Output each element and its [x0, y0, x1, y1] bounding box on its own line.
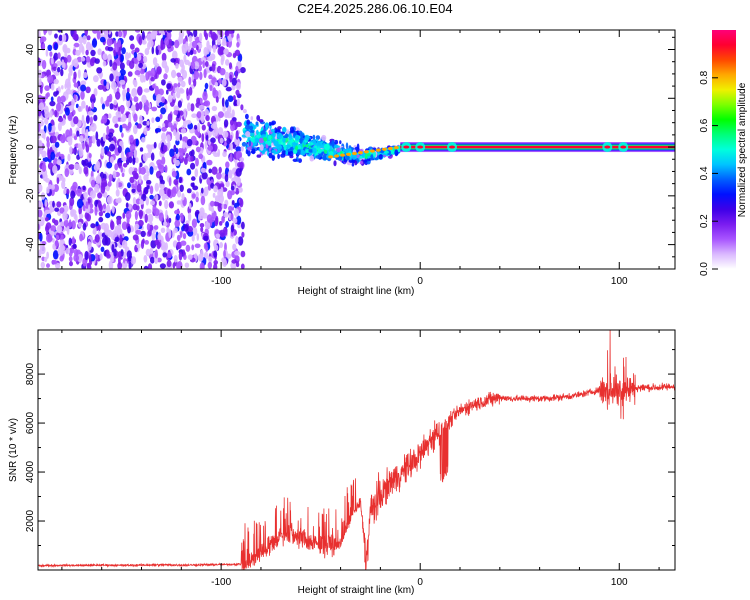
- x-tick-label: 0: [417, 577, 423, 588]
- carrier-approach: [328, 146, 399, 159]
- colorbar-gradient: [712, 30, 736, 269]
- snr-y-axis-label: SNR (10 * v/v): [8, 418, 19, 482]
- x-tick-label: -100: [211, 577, 231, 588]
- snr-x-axis-label: Height of straight line (km): [298, 585, 415, 596]
- y-tick-label: -20: [25, 188, 36, 203]
- snr-axes: -100 0 100 2000 4000 6000 8000: [25, 330, 675, 588]
- y-tick-label: 8000: [25, 363, 36, 386]
- snr-panel: -100 0 100 2000 4000 6000 8000 Height of strai…: [8, 329, 676, 596]
- carrier-line: [400, 142, 675, 153]
- x-tick-label: 0: [417, 276, 423, 287]
- snr-frame: [37, 329, 676, 571]
- y-tick-label: 40: [25, 44, 36, 56]
- snr-marks: [38, 330, 675, 570]
- x-tick-label: -100: [211, 276, 231, 287]
- snr-series-line: [38, 330, 675, 570]
- spectrogram-marks: [38, 30, 675, 269]
- colorbar-label: Normalized spectral amplitude: [737, 82, 748, 217]
- x-tick-label: 100: [611, 276, 628, 287]
- spectrogram-panel: -100 0 100 -40 -20 0 20 40 Height of straight l…: [8, 29, 676, 297]
- x-tick-label: 100: [611, 577, 628, 588]
- colorbar-tick-label: 0.6: [699, 118, 710, 132]
- colorbar-tick-label: 0.8: [699, 70, 710, 84]
- y-tick-label: -40: [25, 237, 36, 252]
- y-tick-label: 20: [25, 92, 36, 104]
- page-title: C2E4.2025.286.06.10.E04: [297, 1, 453, 16]
- colorbar-tick-label: 0.2: [699, 214, 710, 228]
- colorbar-tick-label: 0.4: [699, 166, 710, 180]
- colorbar: 0.0 0.2 0.4 0.6 0.8 Normalized spectral ampl…: [699, 30, 748, 276]
- colorbar-tick-label: 0.0: [699, 262, 710, 276]
- spectrogram-frame: [37, 29, 676, 270]
- spectrogram-axes: -100 0 100 -40 -20 0 20 40: [25, 30, 675, 287]
- y-tick-label: 6000: [25, 412, 36, 435]
- colorbar-ticks: 0.0 0.2 0.4 0.6 0.8: [699, 70, 718, 276]
- spectrogram-y-axis-label: Frequency (Hz): [8, 116, 19, 185]
- y-tick-label: 2000: [25, 509, 36, 532]
- transition-region: [241, 108, 403, 167]
- y-tick-label: 0: [25, 144, 36, 150]
- y-tick-label: 4000: [25, 460, 36, 483]
- spectrogram-x-axis-label: Height of straight line (km): [298, 286, 415, 297]
- noise-region: [38, 30, 246, 269]
